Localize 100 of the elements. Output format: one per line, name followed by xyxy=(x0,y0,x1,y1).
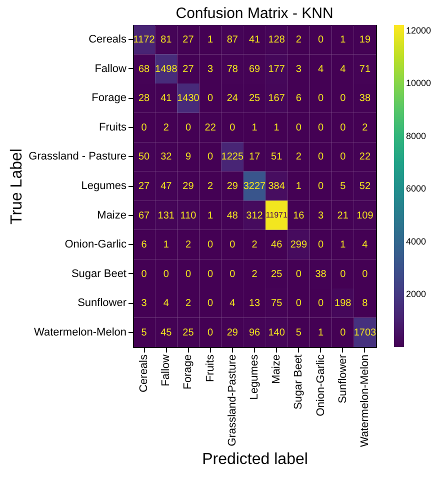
data-label: 384 xyxy=(268,181,286,192)
chart-title: Confusion Matrix - KNN xyxy=(176,5,334,22)
data-label: 0 xyxy=(340,93,346,104)
data-label: 1 xyxy=(208,34,214,46)
data-label: 4 xyxy=(163,298,170,310)
data-label: 96 xyxy=(248,327,260,338)
data-label: 71 xyxy=(359,64,371,75)
data-label: 27 xyxy=(182,64,194,75)
data-label: 0 xyxy=(340,268,346,280)
data-label: 81 xyxy=(160,34,172,46)
data-label: 5 xyxy=(340,181,346,192)
data-label: 87 xyxy=(226,34,238,46)
data-label: 2 xyxy=(163,122,170,134)
data-label: 27 xyxy=(138,181,150,192)
data-label: 3 xyxy=(208,64,214,75)
data-label: 3227 xyxy=(243,181,266,192)
data-label: 22 xyxy=(359,152,371,163)
y-tick-label: Onion-Garlic xyxy=(64,238,127,251)
data-label: 4 xyxy=(230,298,236,310)
data-label: 2 xyxy=(185,240,192,251)
data-label: 140 xyxy=(268,327,286,338)
x-tick-label: Onion-Garlic xyxy=(314,354,327,416)
x-tick-label: Sugar Beet xyxy=(292,354,305,410)
data-label: 2 xyxy=(185,298,192,310)
x-tick-label: Fruits xyxy=(204,354,216,382)
data-label: 3 xyxy=(141,298,148,310)
data-label: 3 xyxy=(318,210,324,222)
data-label: 0 xyxy=(318,240,324,251)
data-label: 0 xyxy=(208,93,214,104)
x-tick-label: Watermelon-Melon xyxy=(358,354,371,448)
data-label: 4 xyxy=(362,240,368,251)
data-label: 0 xyxy=(208,327,214,338)
data-label: 13 xyxy=(248,298,260,310)
x-tick-label: Fallow xyxy=(160,354,172,386)
data-label: 16 xyxy=(293,210,305,222)
data-label: 24 xyxy=(226,93,238,104)
data-label: 11971 xyxy=(266,210,288,220)
data-label: 46 xyxy=(271,240,283,251)
data-label: 32 xyxy=(160,152,172,163)
data-label: 0 xyxy=(318,34,324,46)
data-label: 1 xyxy=(318,327,324,338)
color-bar-label: 10000 xyxy=(406,78,432,88)
data-label: 1 xyxy=(274,122,280,134)
data-label: 38 xyxy=(315,268,327,280)
data-label: 0 xyxy=(208,152,214,163)
data-label: 1 xyxy=(340,34,346,46)
x-tick-label: Cereals xyxy=(138,354,150,392)
data-label: 2 xyxy=(252,240,258,251)
data-label: 3 xyxy=(296,64,302,75)
data-label: 0 xyxy=(296,298,302,310)
data-label: 1430 xyxy=(177,93,200,104)
data-label: 17 xyxy=(248,152,260,163)
y-axis-title: True Label xyxy=(8,148,26,224)
data-label: 0 xyxy=(141,268,148,280)
data-label: 0 xyxy=(296,122,302,134)
data-label: 29 xyxy=(226,327,238,338)
x-axis-title: Predicted label xyxy=(202,451,308,468)
data-label: 109 xyxy=(356,210,374,222)
x-tick-label: Forage xyxy=(182,354,194,390)
data-label: 0 xyxy=(230,240,236,251)
data-label: 131 xyxy=(158,210,175,222)
data-label: 78 xyxy=(226,64,238,75)
data-label: 0 xyxy=(318,181,324,192)
data-label: 0 xyxy=(163,268,170,280)
x-tick-label: Grassland-Pasture xyxy=(226,354,238,446)
data-label: 0 xyxy=(362,268,368,280)
data-label: 0 xyxy=(208,240,214,251)
data-label: 51 xyxy=(271,152,283,163)
data-label: 0 xyxy=(208,268,214,280)
x-tick-label: Sunflower xyxy=(336,354,349,404)
data-label: 29 xyxy=(226,181,238,192)
data-label: 1172 xyxy=(133,34,156,46)
data-label: 47 xyxy=(160,181,172,192)
data-label: 312 xyxy=(246,210,264,222)
data-label: 69 xyxy=(248,64,260,75)
data-label: 128 xyxy=(268,34,286,46)
y-tick-label: Sugar Beet xyxy=(71,268,126,280)
data-label: 4 xyxy=(340,64,346,75)
data-label: 0 xyxy=(318,93,324,104)
y-tick-label: Forage xyxy=(92,92,126,104)
data-label: 1225 xyxy=(221,152,244,163)
x-tick-label: Maize xyxy=(270,354,283,384)
y-tick-label: Maize xyxy=(97,209,126,222)
data-label: 1 xyxy=(340,240,346,251)
data-label: 1703 xyxy=(354,327,377,338)
data-label: 1 xyxy=(252,122,258,134)
color-bar-label: 12000 xyxy=(406,25,432,36)
color-bar-label: 4000 xyxy=(406,236,426,246)
data-label: 38 xyxy=(359,93,371,104)
data-label: 177 xyxy=(268,64,286,75)
data-label: 299 xyxy=(290,240,308,251)
data-label: 6 xyxy=(296,93,302,104)
data-label: 29 xyxy=(182,181,194,192)
data-label: 22 xyxy=(204,122,216,134)
data-label: 0 xyxy=(230,122,236,134)
data-label: 0 xyxy=(340,152,346,163)
data-label: 25 xyxy=(248,93,260,104)
data-label: 2 xyxy=(362,122,368,134)
color-bar-label: 2000 xyxy=(406,289,426,300)
data-label: 27 xyxy=(182,34,194,46)
